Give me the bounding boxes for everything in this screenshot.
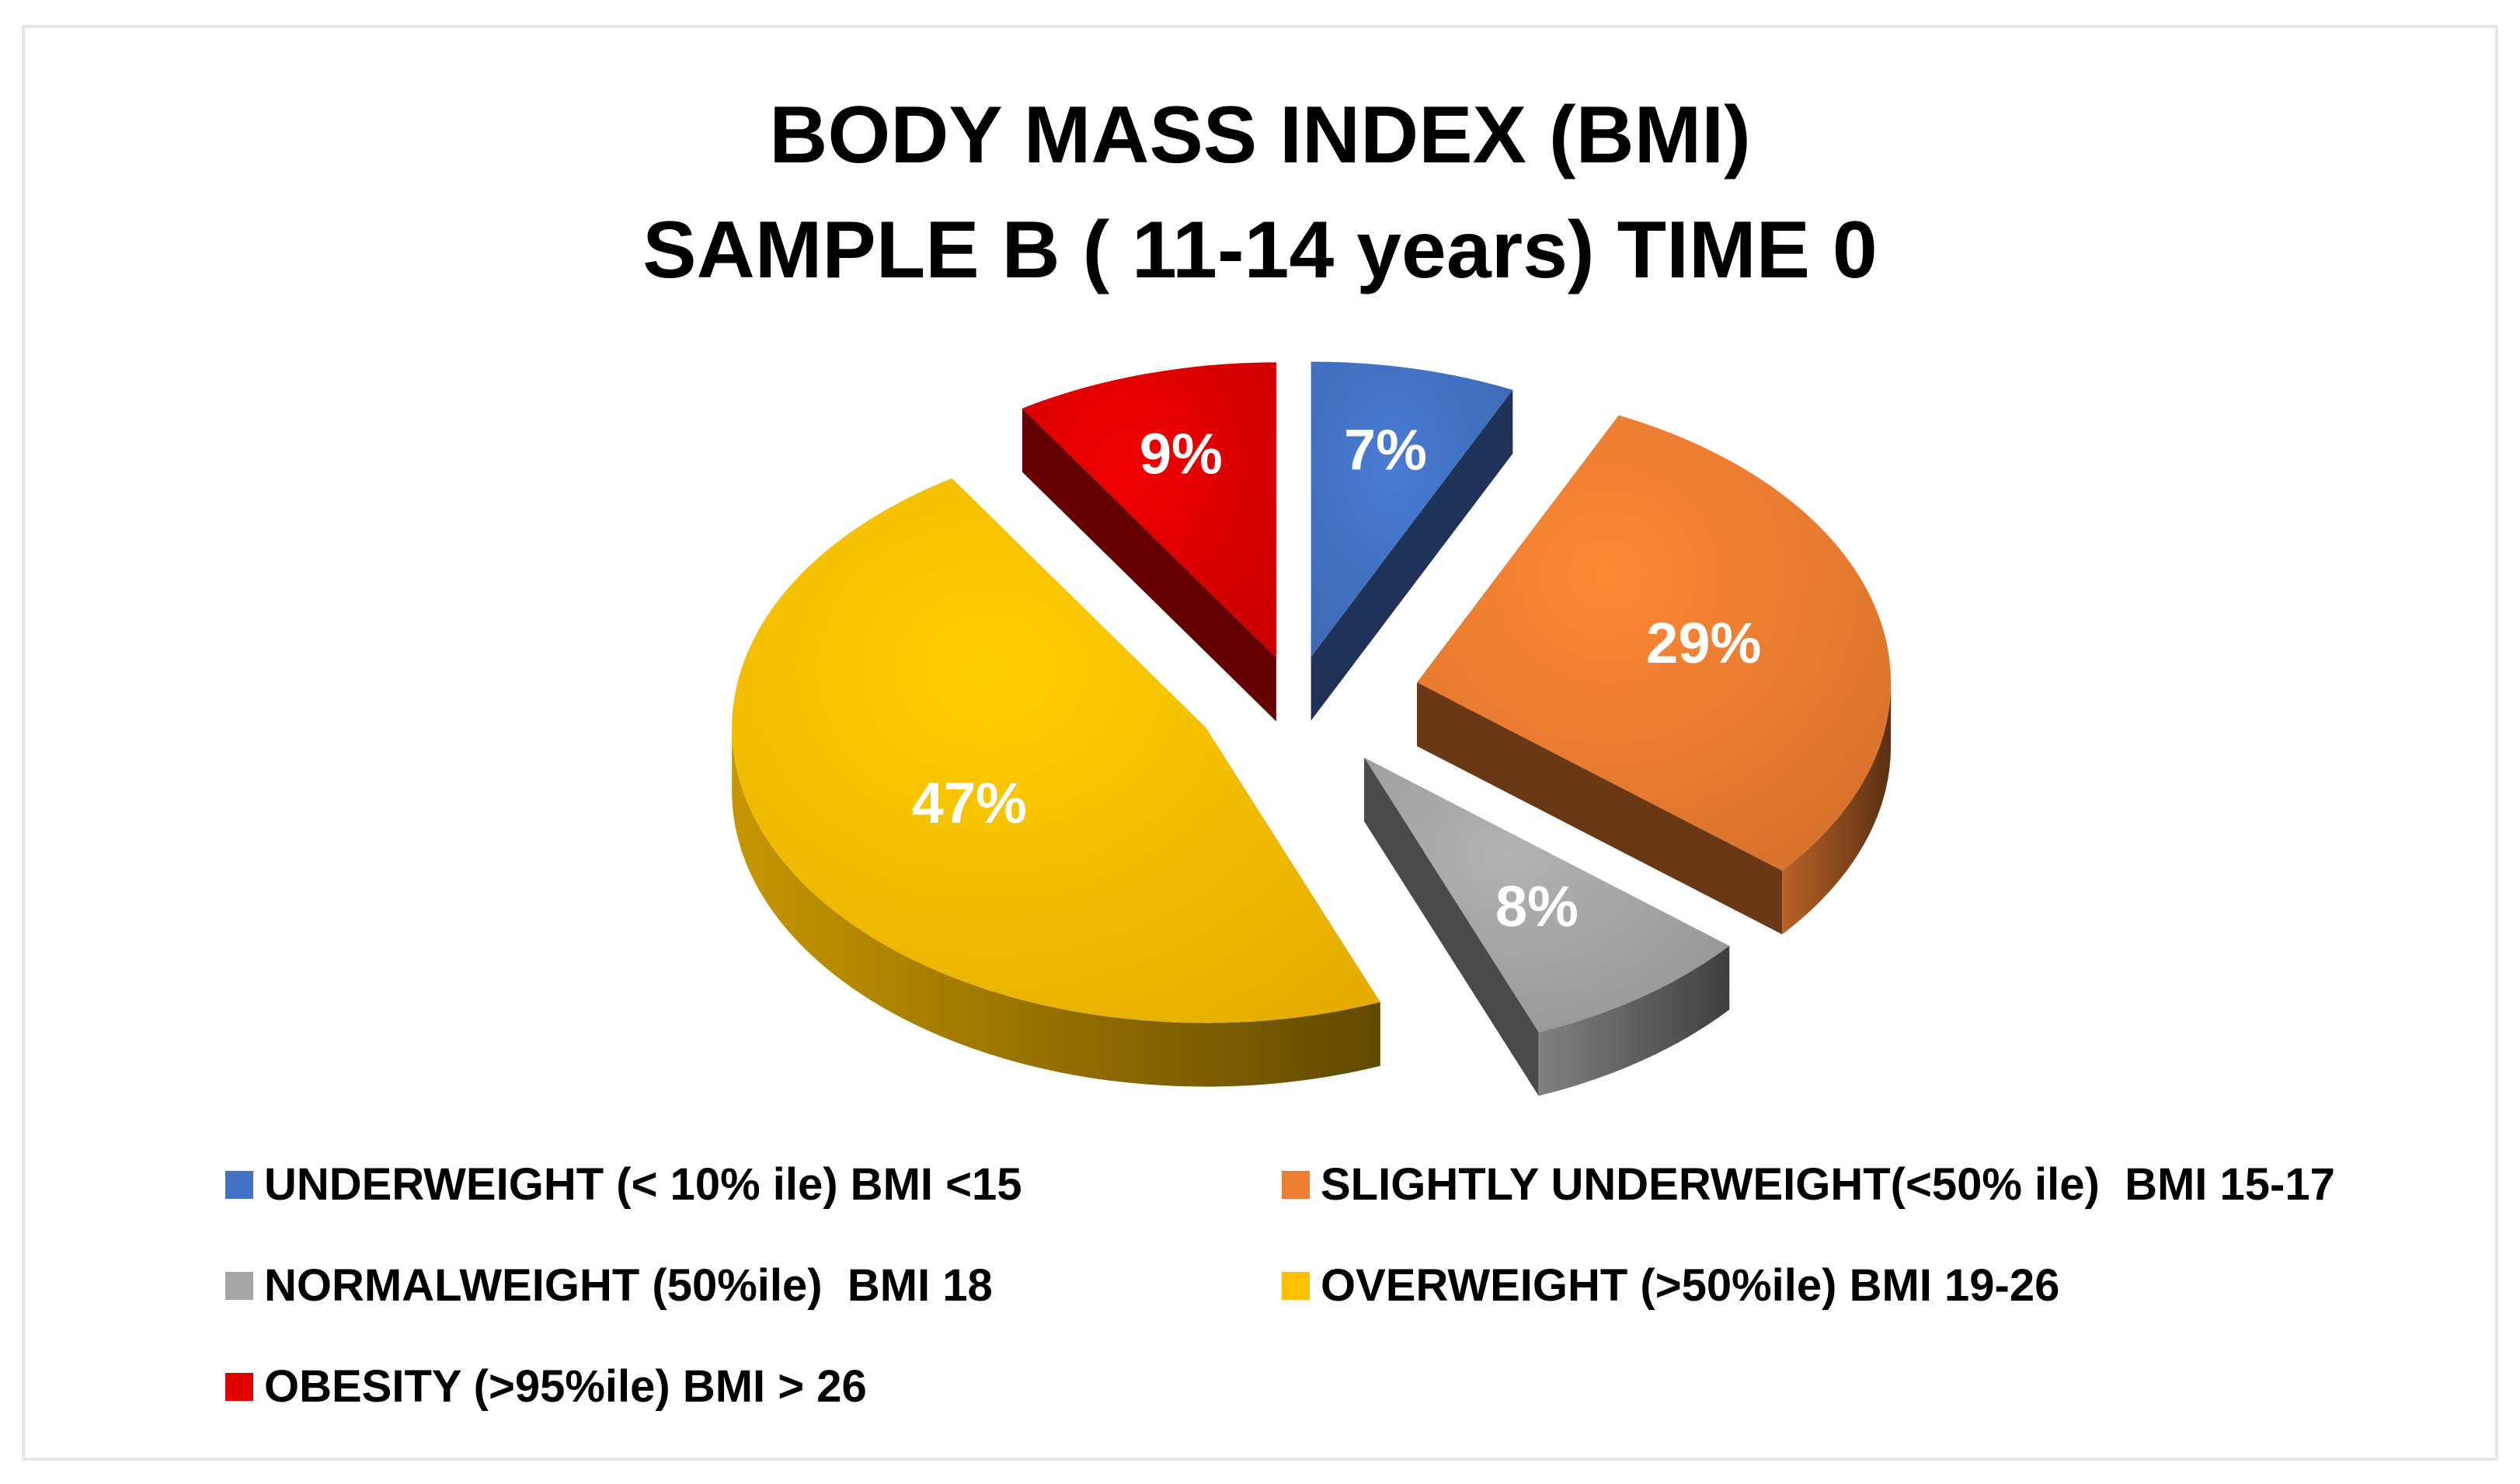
data-label-slightly-underweight: 29% xyxy=(1646,611,1761,675)
legend-item-slightly-underweight[interactable]: SLIGHTLY UNDERWEIGHT(<50% ile) BMI 15-17 xyxy=(1282,1162,2335,1207)
legend-label-normalweight: NORMALWEIGHT (50%ile) BMI 18 xyxy=(264,1260,993,1311)
legend-item-normalweight[interactable]: NORMALWEIGHT (50%ile) BMI 18 xyxy=(225,1263,993,1308)
pie-wall-obesity-0 xyxy=(1022,408,1276,722)
legend-item-obesity[interactable]: OBESITY (>95%ile) BMI > 26 xyxy=(225,1364,867,1409)
pie-slice-underweight xyxy=(1310,361,1513,657)
legend-label-overweight: OVERWEIGHT (>50%ile) BMI 19-26 xyxy=(1321,1260,2060,1311)
legend-label-obesity: OBESITY (>95%ile) BMI > 26 xyxy=(264,1361,867,1412)
legend-swatch-normalweight xyxy=(225,1272,253,1300)
chart-title-line-2: SAMPLE B ( 11-14 years) TIME 0 xyxy=(642,205,1878,295)
legend-label-underweight: UNDERWEIGHT (< 10% ile) BMI <15 xyxy=(264,1159,1022,1210)
legend-swatch-underweight xyxy=(225,1171,253,1199)
pie-side-normalweight-0 xyxy=(1538,946,1730,1096)
pie-slice-overweight xyxy=(732,478,1380,1023)
legend-item-underweight[interactable]: UNDERWEIGHT (< 10% ile) BMI <15 xyxy=(225,1162,1022,1207)
pie-wall-slightly-underweight-1 xyxy=(1417,682,1783,935)
pie-wall-underweight-1 xyxy=(1310,389,1513,721)
pie-side-slightly-underweight-0 xyxy=(1782,682,1892,935)
data-label-overweight: 47% xyxy=(912,771,1027,835)
legend-item-overweight[interactable]: OVERWEIGHT (>50%ile) BMI 19-26 xyxy=(1282,1263,2059,1308)
pie-side-overweight-0 xyxy=(732,727,1380,1087)
pie-slice-normalweight xyxy=(1364,758,1730,1033)
pie-wall-normalweight-1 xyxy=(1364,758,1539,1096)
legend-swatch-overweight xyxy=(1282,1272,1310,1300)
legend-label-slightly-underweight: SLIGHTLY UNDERWEIGHT(<50% ile) BMI 15-17 xyxy=(1321,1159,2335,1210)
data-label-obesity: 9% xyxy=(1140,422,1223,486)
pie-slice-obesity xyxy=(1022,362,1276,658)
chart-title-line-1: BODY MASS INDEX (BMI) xyxy=(769,90,1751,180)
legend-swatch-slightly-underweight xyxy=(1282,1171,1310,1199)
legend-swatch-obesity xyxy=(225,1373,253,1401)
data-label-underweight: 7% xyxy=(1344,418,1427,482)
chart-frame xyxy=(22,25,2498,1461)
pie-slice-slightly-underweight xyxy=(1417,415,1892,871)
data-label-normalweight: 8% xyxy=(1495,874,1578,939)
